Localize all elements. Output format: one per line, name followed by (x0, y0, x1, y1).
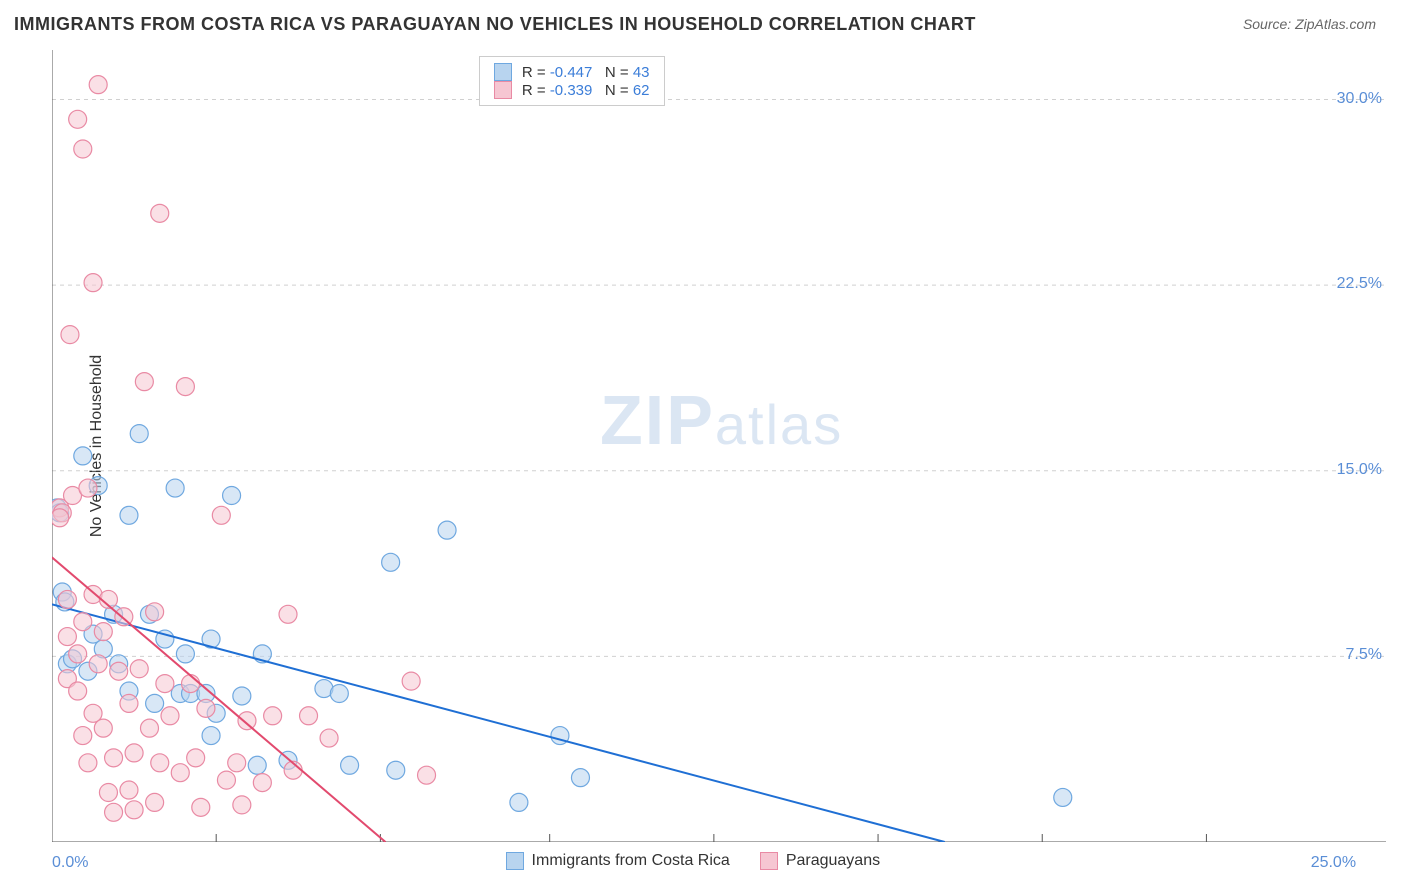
data-point (212, 506, 230, 524)
data-point (69, 645, 87, 663)
data-point (253, 774, 271, 792)
legend-swatch (494, 81, 512, 99)
data-point (233, 687, 251, 705)
data-point (89, 76, 107, 94)
data-point (61, 326, 79, 344)
data-point (146, 793, 164, 811)
data-point (69, 110, 87, 128)
data-point (105, 803, 123, 821)
regression-line (52, 604, 945, 842)
data-point (74, 140, 92, 158)
data-point (161, 707, 179, 725)
data-point (223, 487, 241, 505)
data-point (105, 749, 123, 767)
legend-swatch (494, 63, 512, 81)
bottom-legend-item: Immigrants from Costa Rica (506, 852, 730, 870)
chart-container: IMMIGRANTS FROM COSTA RICA VS PARAGUAYAN… (0, 0, 1406, 892)
data-point (74, 613, 92, 631)
data-point (89, 655, 107, 673)
data-point (1054, 788, 1072, 806)
data-point (94, 623, 112, 641)
data-point (120, 694, 138, 712)
data-point (69, 682, 87, 700)
correlation-legend: R = -0.447 N = 43R = -0.339 N = 62 (479, 56, 665, 106)
data-point (120, 781, 138, 799)
data-point (300, 707, 318, 725)
plot-area (52, 50, 1386, 842)
data-point (146, 694, 164, 712)
data-point (79, 479, 97, 497)
data-point (330, 685, 348, 703)
y-tick-label: 15.0% (1337, 461, 1382, 479)
data-point (146, 603, 164, 621)
data-point (510, 793, 528, 811)
data-point (228, 754, 246, 772)
data-point (187, 749, 205, 767)
data-point (387, 761, 405, 779)
data-point (217, 771, 235, 789)
legend-row: R = -0.339 N = 62 (494, 81, 650, 99)
data-point (94, 719, 112, 737)
data-point (79, 754, 97, 772)
y-tick-label: 22.5% (1337, 275, 1382, 293)
series-legend: Immigrants from Costa Rica Paraguayans (506, 852, 881, 870)
data-point (120, 506, 138, 524)
data-point (176, 645, 194, 663)
legend-swatch (506, 852, 524, 870)
bottom-legend-item: Paraguayans (760, 852, 880, 870)
data-point (571, 769, 589, 787)
data-point (99, 784, 117, 802)
data-point (176, 378, 194, 396)
data-point (182, 675, 200, 693)
data-point (125, 801, 143, 819)
data-point (151, 204, 169, 222)
data-point (402, 672, 420, 690)
x-tick-label: 25.0% (1311, 854, 1356, 872)
data-point (192, 798, 210, 816)
data-point (238, 712, 256, 730)
legend-stats: R = -0.339 N = 62 (522, 82, 650, 99)
data-point (130, 660, 148, 678)
data-point (84, 274, 102, 292)
data-point (248, 756, 266, 774)
legend-swatch (760, 852, 778, 870)
data-point (140, 719, 158, 737)
legend-label: Immigrants from Costa Rica (532, 852, 730, 870)
data-point (202, 727, 220, 745)
data-point (382, 553, 400, 571)
data-point (58, 590, 76, 608)
data-point (151, 754, 169, 772)
plot-svg (52, 50, 1386, 842)
legend-row: R = -0.447 N = 43 (494, 63, 650, 81)
data-point (418, 766, 436, 784)
chart-title: IMMIGRANTS FROM COSTA RICA VS PARAGUAYAN… (14, 14, 976, 35)
data-point (171, 764, 189, 782)
x-tick-label: 0.0% (52, 854, 88, 872)
data-point (58, 628, 76, 646)
data-point (130, 425, 148, 443)
data-point (156, 675, 174, 693)
data-point (197, 699, 215, 717)
data-point (110, 662, 128, 680)
data-point (279, 605, 297, 623)
y-tick-label: 30.0% (1337, 90, 1382, 108)
data-point (74, 447, 92, 465)
legend-label: Paraguayans (786, 852, 880, 870)
data-point (135, 373, 153, 391)
legend-stats: R = -0.447 N = 43 (522, 64, 650, 81)
data-point (74, 727, 92, 745)
data-point (341, 756, 359, 774)
data-point (125, 744, 143, 762)
data-point (438, 521, 456, 539)
data-point (233, 796, 251, 814)
data-point (320, 729, 338, 747)
y-tick-label: 7.5% (1346, 646, 1382, 664)
data-point (166, 479, 184, 497)
source-label: Source: ZipAtlas.com (1243, 16, 1376, 32)
data-point (52, 509, 69, 527)
data-point (264, 707, 282, 725)
